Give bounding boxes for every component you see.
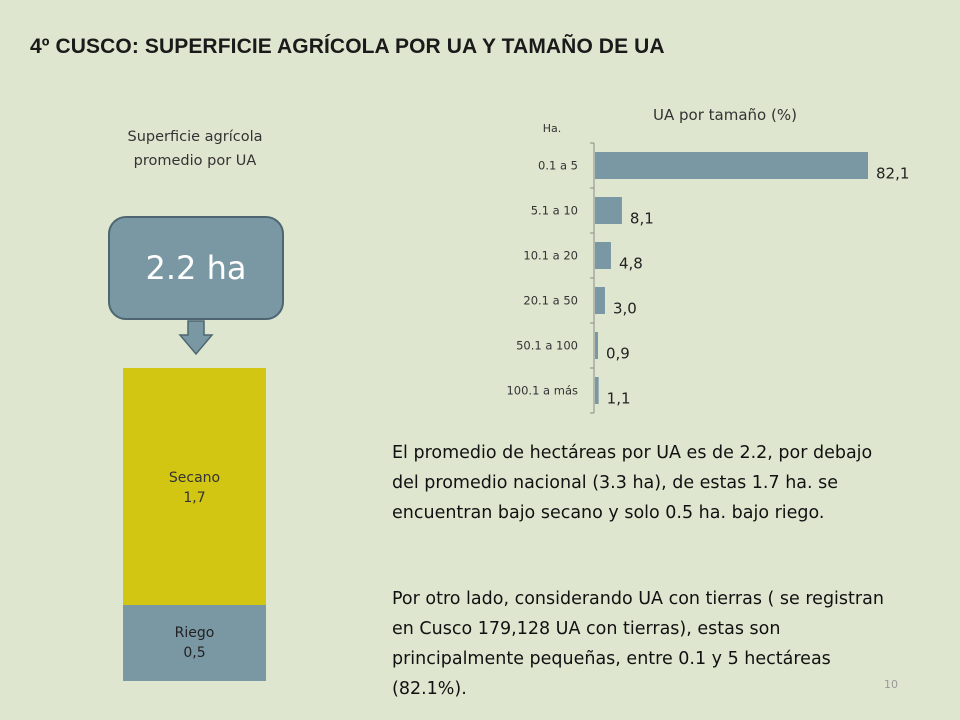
category-label: 20.1 a 50 (523, 294, 578, 308)
secano-segment: Secano 1,7 (123, 368, 266, 605)
value-label: 4,8 (619, 255, 643, 273)
bar-3 (595, 242, 611, 269)
average-subtitle-line1: Superficie agrícola (127, 129, 263, 145)
paragraph-detail: Por otro lado, considerando UA con tierr… (392, 589, 884, 699)
secano-label: Secano (168, 469, 221, 486)
value-label: 82,1 (876, 165, 909, 183)
average-subtitle-line2: promedio por UA (133, 153, 257, 169)
bar-2 (595, 197, 622, 224)
y-axis-label: Ha. (543, 122, 562, 135)
bar-5 (595, 332, 598, 359)
category-label: 5.1 a 10 (531, 204, 578, 218)
bar-1 (595, 152, 868, 179)
category-label: 10.1 a 20 (523, 249, 578, 263)
ua-size-bar-chart: Ha. 0.1 a 5 82,1 5.1 a 10 8,1 10.1 a 20 4,8 20… (506, 122, 909, 414)
average-subtitle: Superficie agrícola promedio por UA (95, 125, 295, 173)
paragraph-summary: El promedio de hectáreas por UA es de 2.… (392, 443, 873, 523)
riego-segment: Riego 0,5 (123, 605, 266, 681)
down-arrow-icon (178, 320, 214, 356)
page-title: 4º CUSCO: SUPERFICIE AGRÍCOLA POR UA Y T… (30, 35, 665, 58)
value-label: 1,1 (607, 390, 631, 408)
value-label: 0,9 (606, 345, 630, 363)
chart-title: UA por tamaño (%) (653, 106, 797, 124)
value-label: 3,0 (613, 300, 637, 318)
average-area-value: 2.2 ha (145, 249, 247, 287)
category-label: 50.1 a 100 (516, 339, 578, 353)
bar-6 (595, 377, 599, 404)
secano-value: 1,7 (183, 489, 206, 506)
category-label: 0.1 a 5 (538, 159, 578, 173)
riego-value: 0,5 (183, 645, 206, 661)
category-label: 100.1 a más (506, 384, 578, 398)
average-area-callout: 2.2 ha (108, 216, 284, 320)
bar-4 (595, 287, 605, 314)
page-number: 10 (884, 678, 898, 691)
value-label: 8,1 (630, 210, 654, 228)
riego-label: Riego (174, 625, 215, 641)
